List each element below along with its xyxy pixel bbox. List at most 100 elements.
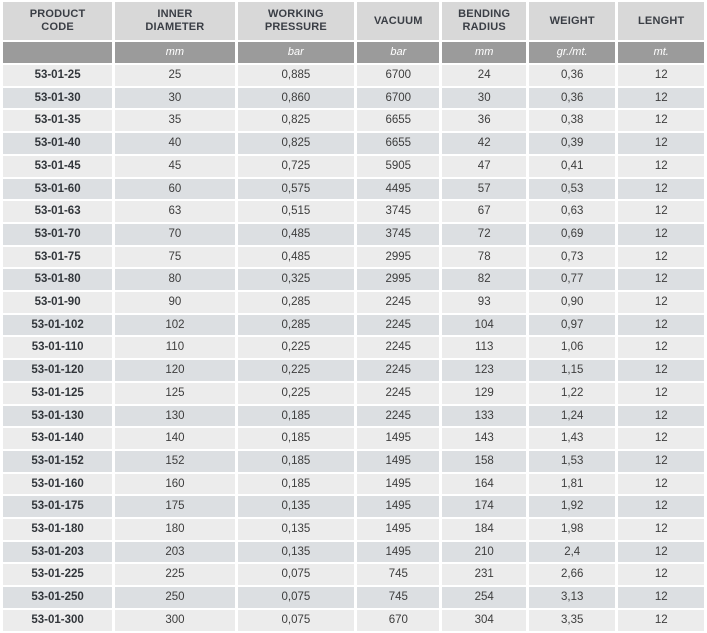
units-row: mm bar bar mm gr./mt. mt.: [3, 42, 704, 63]
cell-inner-diameter: 63: [115, 201, 235, 222]
cell-vacuum: 670: [357, 609, 440, 631]
cell-bending-radius: 82: [442, 269, 526, 291]
cell-weight: 0,36: [528, 65, 616, 86]
table-row: 53-01-80 80 0,325 2995 82 0,77 12: [3, 269, 704, 291]
cell-bending-radius: 210: [442, 541, 526, 563]
cell-inner-diameter: 225: [115, 564, 235, 586]
unit-product-code: [3, 42, 113, 63]
cell-lenght: 12: [618, 155, 704, 177]
cell-lenght: 12: [618, 587, 704, 608]
table-row: 53-01-120 120 0,225 2245 123 1,15 12: [3, 360, 704, 381]
cell-weight: 0,69: [528, 223, 616, 245]
table-row: 53-01-130 130 0,185 2245 133 1,24 12: [3, 405, 704, 427]
cell-weight: 2,66: [528, 564, 616, 586]
cell-vacuum: 2245: [357, 382, 440, 404]
cell-product-code: 53-01-152: [3, 450, 113, 472]
cell-vacuum: 2995: [357, 269, 440, 291]
cell-working-pressure: 0,485: [237, 246, 355, 268]
cell-weight: 0,63: [528, 201, 616, 222]
cell-product-code: 53-01-120: [3, 360, 113, 381]
cell-lenght: 12: [618, 428, 704, 449]
cell-vacuum: 2245: [357, 337, 440, 359]
cell-lenght: 12: [618, 382, 704, 404]
cell-working-pressure: 0,225: [237, 382, 355, 404]
table-row: 53-01-110 110 0,225 2245 113 1,06 12: [3, 337, 704, 359]
cell-vacuum: 1495: [357, 541, 440, 563]
cell-bending-radius: 129: [442, 382, 526, 404]
cell-product-code: 53-01-70: [3, 223, 113, 245]
cell-working-pressure: 0,225: [237, 337, 355, 359]
cell-product-code: 53-01-35: [3, 110, 113, 132]
cell-working-pressure: 0,225: [237, 360, 355, 381]
column-header-vacuum: VACUUM: [357, 2, 440, 40]
cell-product-code: 53-01-75: [3, 246, 113, 268]
table-row: 53-01-225 225 0,075 745 231 2,66 12: [3, 564, 704, 586]
cell-vacuum: 3745: [357, 201, 440, 222]
cell-bending-radius: 143: [442, 428, 526, 449]
cell-product-code: 53-01-90: [3, 292, 113, 313]
table-body: 53-01-25 25 0,885 6700 24 0,36 12 53-01-30 30 0,8…: [3, 65, 704, 631]
table-row: 53-01-45 45 0,725 5905 47 0,41 12: [3, 155, 704, 177]
table-row: 53-01-90 90 0,285 2245 93 0,90 12: [3, 292, 704, 313]
cell-lenght: 12: [618, 314, 704, 336]
cell-product-code: 53-01-130: [3, 405, 113, 427]
table-row: 53-01-140 140 0,185 1495 143 1,43 12: [3, 428, 704, 449]
cell-bending-radius: 72: [442, 223, 526, 245]
cell-lenght: 12: [618, 541, 704, 563]
table-row: 53-01-175 175 0,135 1495 174 1,92 12: [3, 496, 704, 518]
cell-working-pressure: 0,135: [237, 496, 355, 518]
cell-product-code: 53-01-40: [3, 133, 113, 154]
table-row: 53-01-102 102 0,285 2245 104 0,97 12: [3, 314, 704, 336]
cell-working-pressure: 0,725: [237, 155, 355, 177]
cell-bending-radius: 24: [442, 65, 526, 86]
table-row: 53-01-75 75 0,485 2995 78 0,73 12: [3, 246, 704, 268]
header-line: LENGHT: [638, 14, 685, 27]
unit-weight: gr./mt.: [528, 42, 616, 63]
cell-bending-radius: 123: [442, 360, 526, 381]
cell-inner-diameter: 60: [115, 178, 235, 200]
cell-weight: 0,38: [528, 110, 616, 132]
cell-weight: 1,22: [528, 382, 616, 404]
cell-lenght: 12: [618, 564, 704, 586]
cell-product-code: 53-01-45: [3, 155, 113, 177]
cell-lenght: 12: [618, 246, 704, 268]
cell-vacuum: 2245: [357, 405, 440, 427]
cell-working-pressure: 0,185: [237, 473, 355, 495]
cell-inner-diameter: 120: [115, 360, 235, 381]
unit-bending-radius: mm: [442, 42, 526, 63]
cell-weight: 1,43: [528, 428, 616, 449]
cell-vacuum: 1495: [357, 450, 440, 472]
cell-vacuum: 1495: [357, 473, 440, 495]
cell-product-code: 53-01-180: [3, 519, 113, 540]
cell-lenght: 12: [618, 269, 704, 291]
cell-vacuum: 6655: [357, 110, 440, 132]
header-line: WORKING: [267, 8, 324, 20]
column-header-weight: WEIGHT: [528, 2, 616, 40]
cell-vacuum: 2995: [357, 246, 440, 268]
cell-inner-diameter: 35: [115, 110, 235, 132]
cell-inner-diameter: 152: [115, 450, 235, 472]
cell-product-code: 53-01-25: [3, 65, 113, 86]
cell-working-pressure: 0,075: [237, 564, 355, 586]
cell-lenght: 12: [618, 473, 704, 495]
cell-product-code: 53-01-30: [3, 87, 113, 109]
cell-bending-radius: 184: [442, 519, 526, 540]
unit-vacuum: bar: [357, 42, 440, 63]
cell-working-pressure: 0,515: [237, 201, 355, 222]
table-row: 53-01-203 203 0,135 1495 210 2,4 12: [3, 541, 704, 563]
cell-vacuum: 5905: [357, 155, 440, 177]
cell-vacuum: 2245: [357, 360, 440, 381]
table-row: 53-01-152 152 0,185 1495 158 1,53 12: [3, 450, 704, 472]
cell-lenght: 12: [618, 65, 704, 86]
header-line: RADIUS: [462, 21, 506, 33]
cell-working-pressure: 0,135: [237, 541, 355, 563]
cell-weight: 3,13: [528, 587, 616, 608]
cell-vacuum: 3745: [357, 223, 440, 245]
cell-working-pressure: 0,135: [237, 519, 355, 540]
unit-working-pressure: bar: [237, 42, 355, 63]
cell-working-pressure: 0,285: [237, 292, 355, 313]
cell-inner-diameter: 30: [115, 87, 235, 109]
cell-inner-diameter: 25: [115, 65, 235, 86]
